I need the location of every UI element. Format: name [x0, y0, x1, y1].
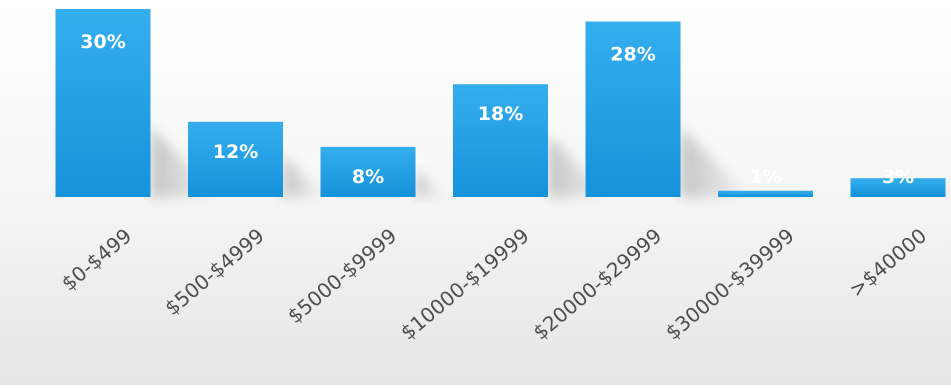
bar-shadow: [813, 197, 816, 201]
bar-5: [718, 191, 813, 197]
x-tick-label-1: $500-$4999: [160, 223, 269, 320]
data-label-3: 18%: [478, 103, 523, 125]
bar-shadow: [681, 127, 751, 197]
data-label-6: 3%: [882, 166, 914, 188]
bar-shadow: [416, 169, 444, 197]
x-tick-label-0: $0-$499: [57, 223, 136, 295]
x-tick-label-2: $5000-$9999: [283, 223, 401, 328]
x-tick-label-4: $20000-$29999: [528, 223, 666, 344]
x-tick-label-5: $30000-$39999: [661, 223, 799, 344]
data-label-1: 12%: [213, 141, 258, 163]
data-label-0: 30%: [80, 31, 125, 53]
bar-shadow: [283, 156, 324, 197]
x-axis-tick-labels: $0-$499 $500-$4999$5000-$9999$10000-$1999…: [57, 223, 931, 344]
bar-3: [453, 84, 548, 197]
bar-shadow: [946, 188, 951, 197]
data-label-4: 28%: [610, 44, 655, 66]
data-label-2: 8%: [352, 166, 384, 188]
x-tick-label-6: >$40000: [844, 223, 931, 301]
x-tick-label-3: $10000-$19999: [396, 223, 534, 344]
data-label-5: 1%: [749, 166, 781, 188]
